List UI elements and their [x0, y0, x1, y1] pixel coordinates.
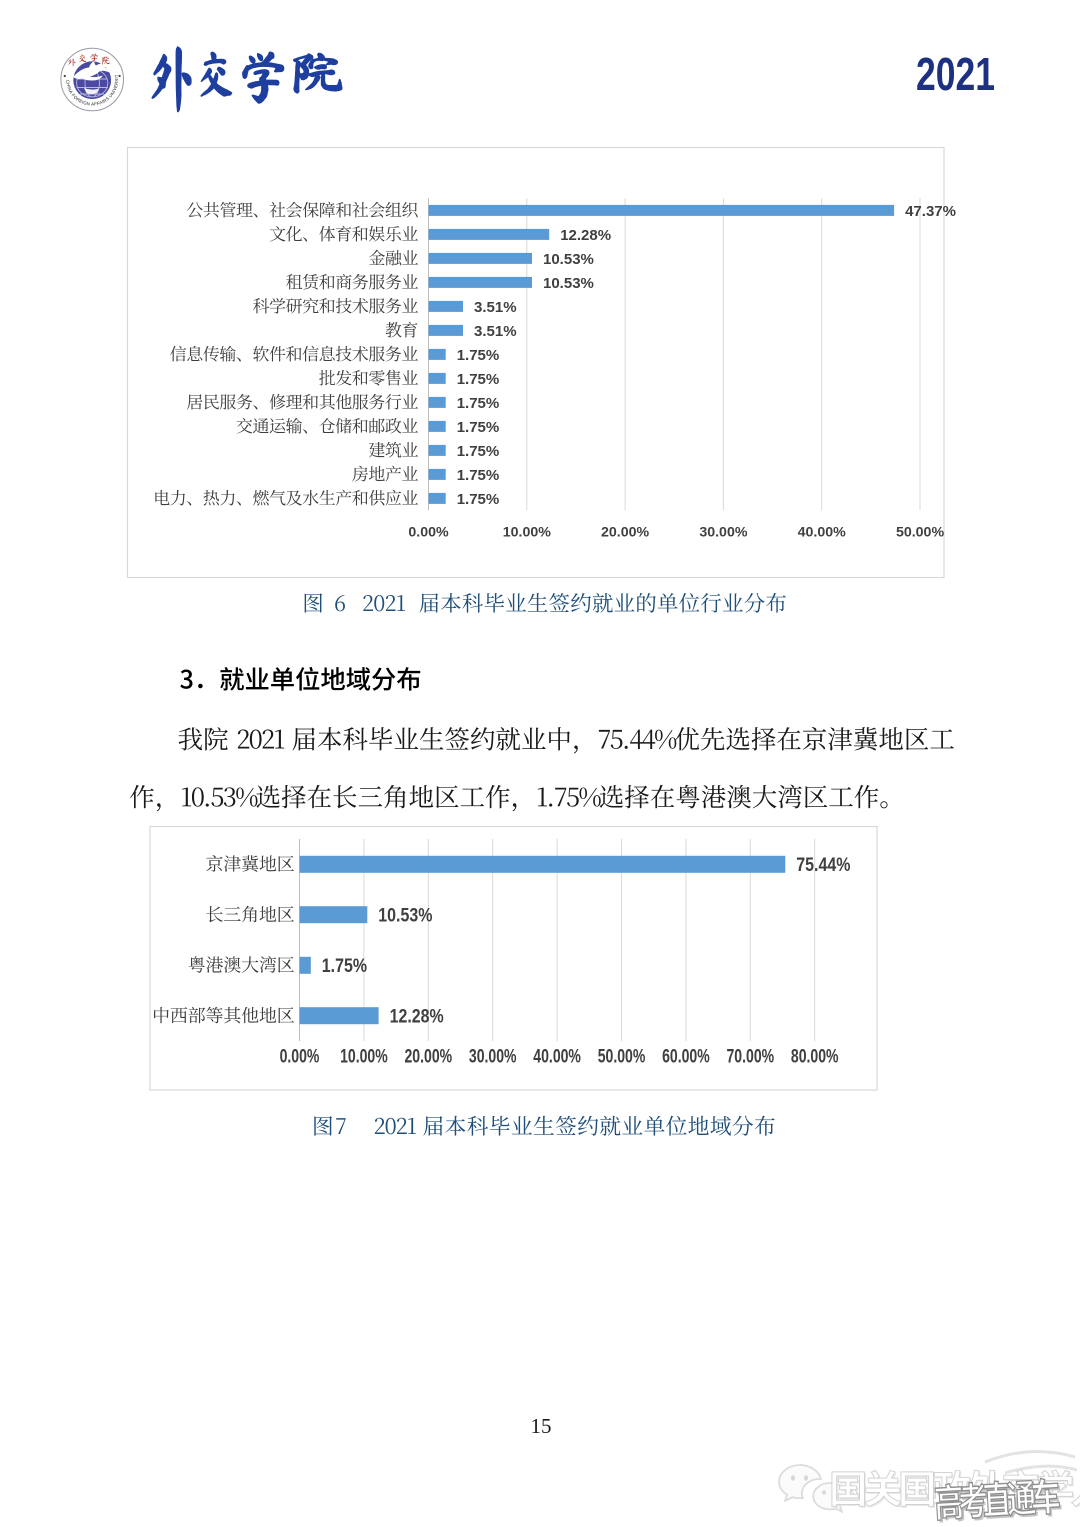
svg-text:50.00%: 50.00%: [598, 1045, 646, 1067]
svg-text:0.00%: 0.00%: [280, 1045, 320, 1067]
svg-text:40.00%: 40.00%: [533, 1045, 581, 1067]
svg-text:3.51%: 3.51%: [474, 299, 517, 316]
svg-text:3.51%: 3.51%: [474, 323, 517, 340]
svg-text:1.75%: 1.75%: [457, 347, 500, 364]
svg-text:20.00%: 20.00%: [404, 1045, 452, 1067]
svg-text:1.75%: 1.75%: [457, 491, 500, 508]
svg-text:1.75%: 1.75%: [457, 371, 500, 388]
svg-text:10.00%: 10.00%: [503, 525, 552, 541]
svg-text:80.00%: 80.00%: [791, 1045, 839, 1067]
svg-text:70.00%: 70.00%: [726, 1045, 774, 1067]
svg-text:10.00%: 10.00%: [340, 1045, 388, 1067]
svg-text:30.00%: 30.00%: [699, 525, 748, 541]
svg-text:1.75%: 1.75%: [457, 419, 500, 436]
svg-text:75.44%: 75.44%: [796, 854, 850, 876]
svg-text:60.00%: 60.00%: [662, 1045, 710, 1067]
svg-text:1.75%: 1.75%: [457, 443, 500, 460]
svg-text:20.00%: 20.00%: [601, 525, 650, 541]
svg-text:40.00%: 40.00%: [798, 525, 847, 541]
svg-text:50.00%: 50.00%: [896, 525, 945, 541]
svg-text:2021: 2021: [916, 48, 995, 100]
svg-text:15: 15: [531, 1414, 552, 1438]
svg-text:1.75%: 1.75%: [457, 467, 500, 484]
svg-text:1.75%: 1.75%: [322, 955, 368, 977]
svg-text:1.75%: 1.75%: [457, 395, 500, 412]
svg-text:12.28%: 12.28%: [390, 1005, 444, 1027]
svg-text:47.37%: 47.37%: [905, 203, 956, 220]
svg-text:12.28%: 12.28%: [560, 227, 611, 244]
svg-text:30.00%: 30.00%: [469, 1045, 517, 1067]
svg-text:10.53%: 10.53%: [378, 904, 432, 926]
svg-text:10.53%: 10.53%: [543, 275, 594, 292]
svg-text:0.00%: 0.00%: [408, 525, 449, 541]
svg-text:10.53%: 10.53%: [543, 251, 594, 268]
